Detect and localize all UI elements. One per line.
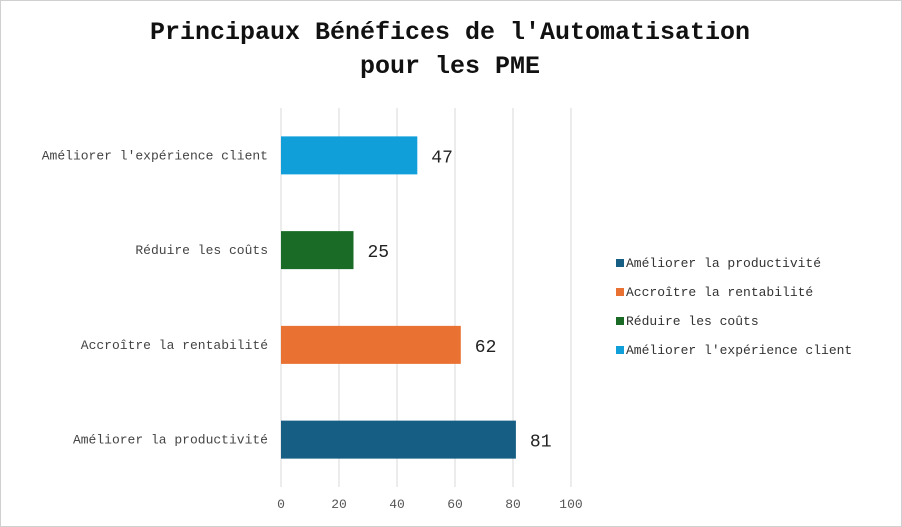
bar: [281, 420, 516, 459]
legend-swatch: [616, 259, 624, 267]
bar: [281, 231, 354, 270]
category-label: Réduire les coûts: [135, 243, 268, 258]
category-label: Améliorer la productivité: [73, 433, 268, 448]
x-tick-label: 100: [559, 497, 582, 512]
category-labels: Améliorer la productivité Accroître la re…: [42, 148, 268, 447]
chart-title-line-2: pour les PME: [359, 52, 541, 81]
x-tick-label: 60: [447, 497, 463, 512]
x-tick-labels: 0 20 40 60 80 100: [277, 497, 583, 512]
data-labels: 81 62 25 47: [368, 148, 552, 452]
category-label: Améliorer l'expérience client: [42, 148, 268, 163]
x-tick-label: 20: [331, 497, 347, 512]
data-label: 47: [431, 148, 453, 168]
bars: [281, 136, 516, 459]
x-tick-label: 80: [505, 497, 521, 512]
legend-swatch: [616, 288, 624, 296]
category-label: Accroître la rentabilité: [81, 338, 268, 353]
data-label: 62: [475, 338, 497, 358]
bar: [281, 325, 461, 364]
legend-swatch: [616, 346, 624, 354]
legend-entry: Accroître la rentabilité: [626, 285, 813, 300]
x-tick-label: 0: [277, 497, 285, 512]
data-label: 81: [530, 433, 552, 453]
x-tick-label: 40: [389, 497, 405, 512]
bar: [281, 136, 418, 175]
legend-entry: Améliorer la productivité: [626, 256, 821, 271]
chart-title: Principaux Bénéfices de l'Automatisation…: [0, 16, 900, 84]
chart-title-line-1: Principaux Bénéfices de l'Automatisation: [149, 18, 751, 47]
legend-entry: Réduire les coûts: [626, 314, 759, 329]
legend-entry: Améliorer l'expérience client: [626, 343, 852, 358]
legend: Améliorer la productivité Accroître la re…: [616, 256, 852, 358]
data-label: 25: [368, 243, 390, 263]
legend-swatch: [616, 317, 624, 325]
